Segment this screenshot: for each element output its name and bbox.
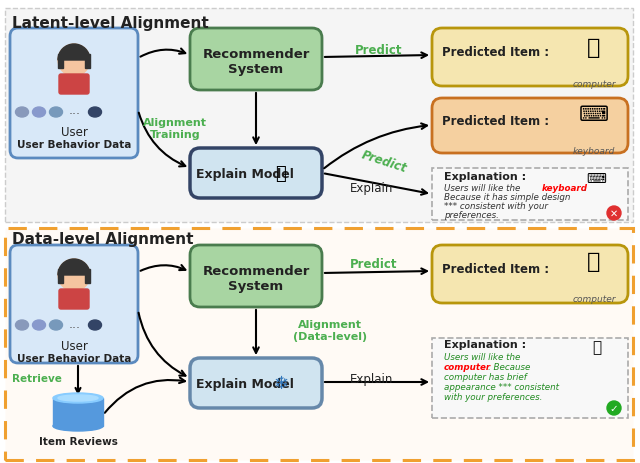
Text: .: . (582, 184, 585, 193)
Text: ...: ... (69, 105, 81, 118)
Text: Predict: Predict (360, 148, 409, 175)
FancyBboxPatch shape (432, 245, 628, 303)
Text: Alignment
Training: Alignment Training (143, 118, 207, 140)
Text: Users will like the: Users will like the (444, 353, 520, 362)
Text: Because it has simple design: Because it has simple design (444, 193, 570, 202)
FancyBboxPatch shape (190, 148, 322, 198)
FancyBboxPatch shape (432, 98, 628, 153)
Text: Predict: Predict (350, 258, 397, 271)
Ellipse shape (15, 107, 29, 117)
Text: Latent-level Alignment: Latent-level Alignment (12, 16, 209, 31)
Text: appearance *** consistent: appearance *** consistent (444, 383, 559, 392)
Text: System: System (228, 63, 284, 76)
Ellipse shape (49, 107, 63, 117)
FancyBboxPatch shape (10, 28, 138, 158)
FancyBboxPatch shape (190, 245, 322, 307)
FancyBboxPatch shape (10, 245, 138, 363)
Text: User: User (61, 340, 88, 353)
Text: Explanation :: Explanation : (444, 340, 526, 350)
FancyBboxPatch shape (59, 289, 89, 309)
Ellipse shape (49, 320, 63, 330)
Text: Explanation :: Explanation : (444, 172, 526, 182)
Text: *** consistent with your: *** consistent with your (444, 202, 548, 211)
Text: with your preferences.: with your preferences. (444, 393, 542, 402)
FancyBboxPatch shape (190, 28, 322, 90)
Text: keyboard: keyboard (542, 184, 588, 193)
Ellipse shape (33, 320, 45, 330)
Text: Predicted Item :: Predicted Item : (442, 263, 550, 276)
Text: Item Reviews: Item Reviews (38, 437, 117, 447)
FancyBboxPatch shape (432, 28, 628, 86)
Circle shape (607, 206, 621, 220)
Text: Users will like the: Users will like the (444, 184, 523, 193)
Ellipse shape (58, 395, 98, 401)
Text: Recommender: Recommender (202, 265, 310, 278)
Text: 🖥: 🖥 (593, 340, 602, 355)
Text: Explain Model: Explain Model (196, 378, 294, 391)
Bar (5, 228, 633, 460)
Wedge shape (58, 44, 90, 60)
Text: Retrieve: Retrieve (12, 374, 62, 384)
Text: computer: computer (444, 363, 492, 372)
Text: System: System (228, 280, 284, 293)
Text: 🖥: 🖥 (588, 38, 601, 58)
Text: User: User (61, 126, 88, 139)
Text: ⌨: ⌨ (579, 105, 609, 125)
Text: ⌨: ⌨ (586, 172, 606, 186)
Text: computer: computer (572, 295, 616, 304)
Text: 🔥: 🔥 (275, 165, 285, 183)
Bar (53, 398, 103, 426)
Ellipse shape (88, 320, 102, 330)
Text: Explain: Explain (350, 373, 394, 386)
Text: ❄: ❄ (273, 375, 289, 393)
Text: Explain: Explain (350, 182, 394, 195)
Text: Predicted Item :: Predicted Item : (442, 46, 550, 59)
Ellipse shape (15, 320, 29, 330)
Ellipse shape (53, 393, 103, 403)
Bar (85, 269, 90, 283)
Wedge shape (58, 259, 90, 275)
Circle shape (58, 259, 90, 291)
Text: Alignment
(Data-level): Alignment (Data-level) (293, 320, 367, 342)
Text: ✓: ✓ (610, 404, 618, 414)
Text: Recommender: Recommender (202, 48, 310, 61)
Ellipse shape (53, 421, 103, 431)
Bar (432, 168, 628, 220)
Text: computer has brief: computer has brief (444, 373, 527, 382)
Text: keyboard: keyboard (573, 147, 615, 156)
Ellipse shape (33, 107, 45, 117)
FancyBboxPatch shape (59, 74, 89, 94)
FancyBboxPatch shape (190, 358, 322, 408)
Text: Explain Model: Explain Model (196, 168, 294, 181)
Circle shape (58, 44, 90, 76)
Bar (85, 54, 90, 68)
Text: User Behavior Data: User Behavior Data (17, 354, 131, 364)
Text: Predicted Item :: Predicted Item : (442, 115, 550, 128)
Text: preferences.: preferences. (444, 211, 499, 220)
Text: 🖥: 🖥 (588, 252, 601, 272)
Bar (5, 8, 633, 222)
Text: ✕: ✕ (610, 209, 618, 219)
Text: computer: computer (572, 80, 616, 89)
Bar (432, 338, 628, 418)
Text: . Because: . Because (488, 363, 531, 372)
Circle shape (607, 401, 621, 415)
Bar (58, 54, 63, 68)
Bar (58, 269, 63, 283)
Text: Predict: Predict (355, 44, 403, 57)
Text: User Behavior Data: User Behavior Data (17, 140, 131, 150)
Text: ...: ... (69, 318, 81, 331)
Text: Data-level Alignment: Data-level Alignment (12, 232, 193, 247)
Ellipse shape (88, 107, 102, 117)
